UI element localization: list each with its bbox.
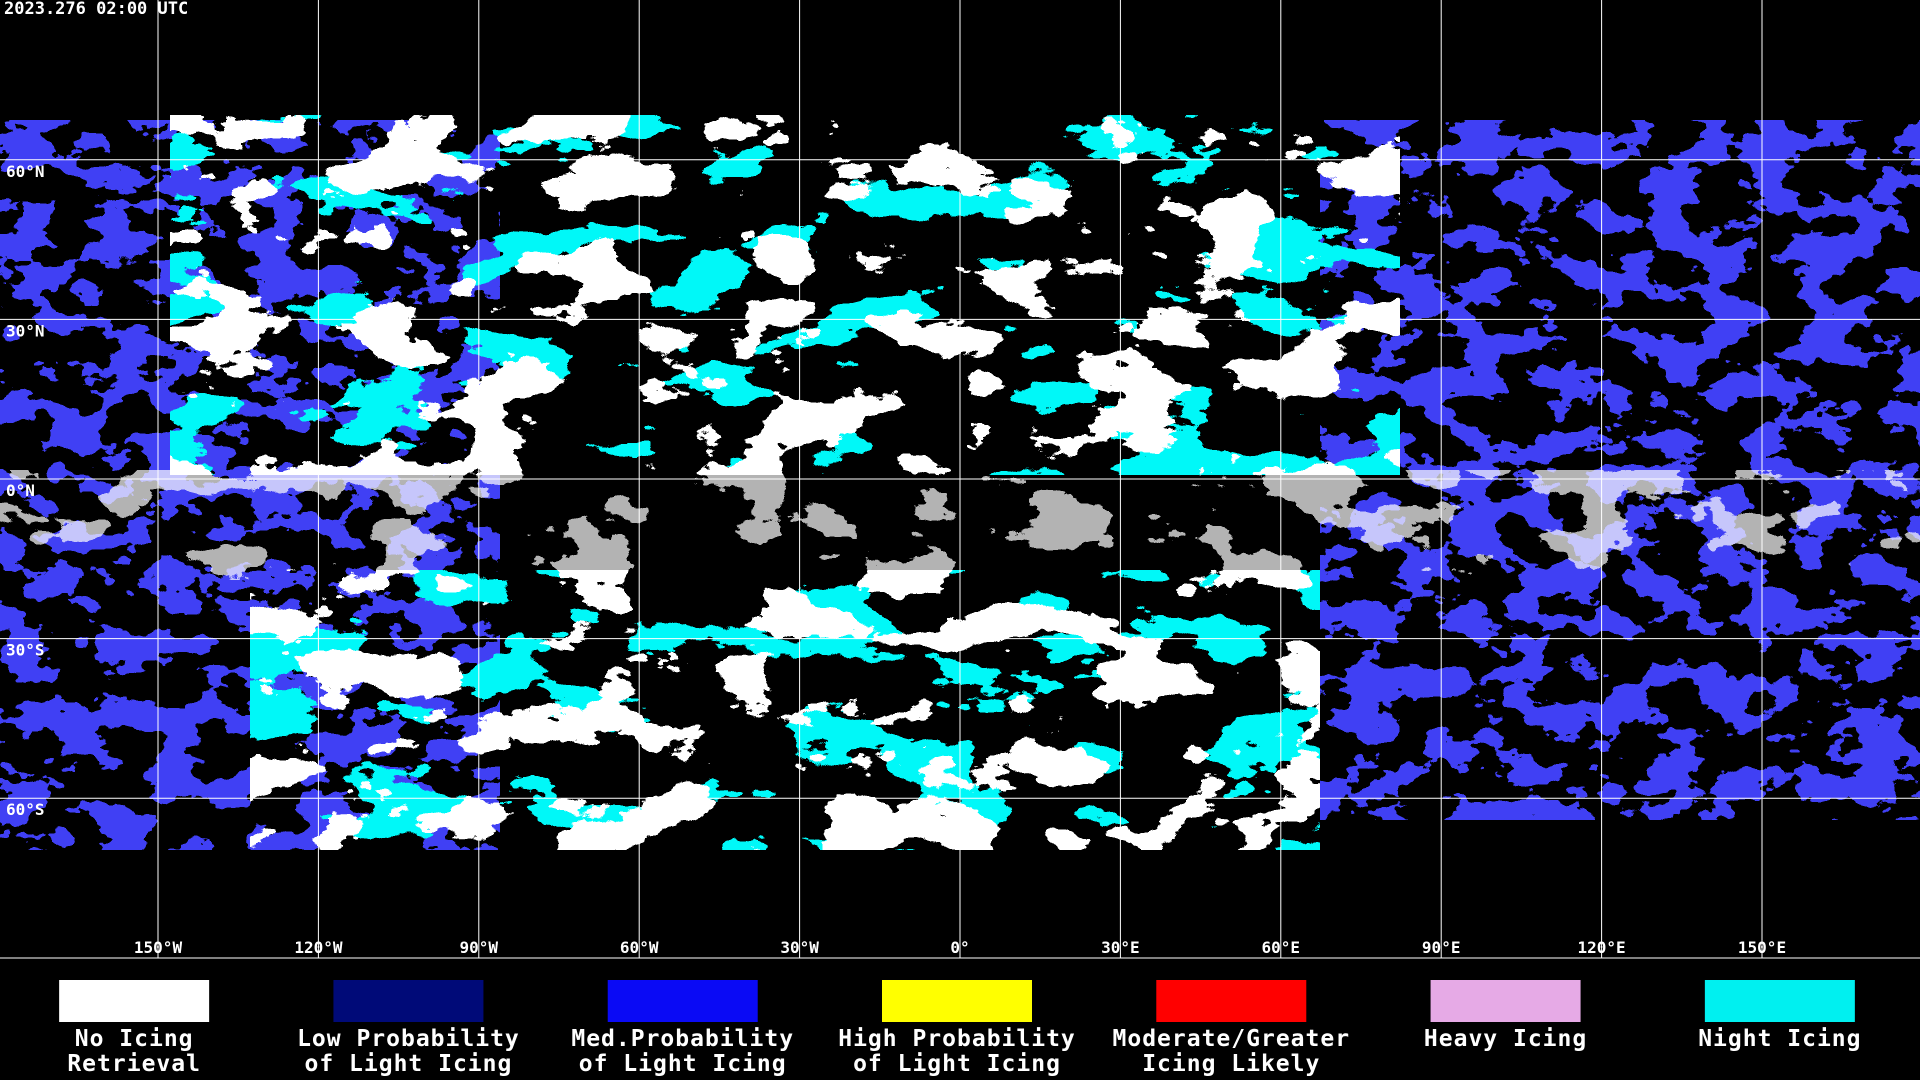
longitude-label: 60°E <box>1262 938 1301 957</box>
legend-label: Low Probability <box>297 1026 520 1052</box>
longitude-label: 150°W <box>134 938 183 957</box>
legend-swatch <box>882 980 1032 1022</box>
longitude-label: 60°W <box>620 938 659 957</box>
longitude-label: 120°E <box>1578 938 1626 957</box>
legend-swatch <box>333 980 484 1022</box>
legend-label: Moderate/Greater <box>1113 1026 1351 1052</box>
latitude-label: 30°N <box>6 321 45 340</box>
longitude-label: 90°W <box>460 938 499 957</box>
legend-label: Retrieval <box>67 1051 201 1077</box>
legend-label: No Icing <box>75 1026 194 1052</box>
legend-swatch <box>1430 980 1581 1022</box>
legend-label: Med.Probability <box>571 1026 794 1052</box>
graticule: 60°N 30°N 0°N 30°S 60°S 150°W 120°W 90°W 60°W 30°… <box>0 0 1920 959</box>
legend-swatch <box>59 980 210 1022</box>
longitude-label: 30°W <box>780 938 819 957</box>
cloud <box>250 570 1320 850</box>
longitude-label: 30°E <box>1101 938 1140 957</box>
cloud <box>170 115 1400 475</box>
latitude-label: 30°S <box>6 641 45 660</box>
legend-label: of Light Icing <box>853 1051 1061 1077</box>
legend-swatch <box>1156 980 1307 1022</box>
legend-label: of Light Icing <box>304 1051 512 1077</box>
legend-label: Heavy Icing <box>1424 1026 1587 1052</box>
latitude-label: 60°N <box>6 162 45 181</box>
timestamp: 2023.276 02:00 UTC <box>4 0 188 19</box>
legend-swatch <box>607 980 758 1022</box>
legend-swatch <box>1704 980 1855 1022</box>
legend-label: Icing Likely <box>1142 1051 1320 1077</box>
latitude-label: 0°N <box>6 481 35 500</box>
latitude-label: 60°S <box>6 800 45 819</box>
map: 60°N 30°N 0°N 30°S 60°S 150°W 120°W 90°W 60°W 30°… <box>0 0 1920 959</box>
legend-label: of Light Icing <box>579 1051 787 1077</box>
legend-label: Night Icing <box>1698 1026 1861 1052</box>
longitude-label: 0° <box>950 938 969 957</box>
legend-label: High Probability <box>838 1026 1076 1052</box>
longitude-label: 120°W <box>294 938 343 957</box>
longitude-label: 90°E <box>1422 938 1461 957</box>
longitude-label: 150°E <box>1738 938 1786 957</box>
